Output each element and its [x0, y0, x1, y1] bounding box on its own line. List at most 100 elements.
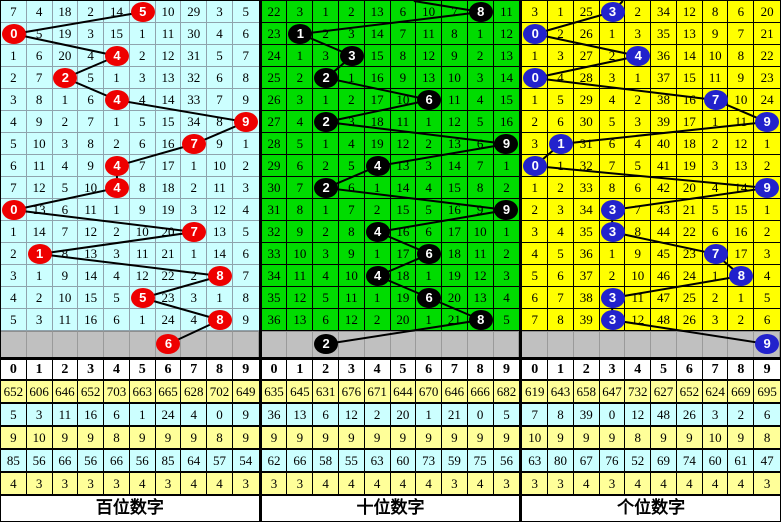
grid-row: 1 3 27 2 36 14 10 8 22 [522, 45, 780, 67]
omission-cell: 11 [338, 287, 365, 309]
stat-cell: 10 [27, 427, 53, 448]
stat-cell: 60 [391, 450, 417, 471]
omission-cell: 7 [728, 23, 755, 45]
stat-cell: 3 [503, 476, 510, 491]
stat-cell: 4 [703, 473, 729, 494]
omission-cell: 36 [261, 309, 288, 331]
omission-cell: 7 [232, 45, 259, 67]
stat-cell: 48 [651, 404, 677, 425]
stat-cell: 9 [391, 427, 417, 448]
drawn-ball: 1 [27, 244, 52, 264]
stat-cell: 3 [78, 473, 105, 494]
omission-cell: 39 [573, 309, 600, 331]
panel-units: 3 1 25 2 34 12 8 6 20 2 26 1 3 35 13 9 7 21 1 3 27 2 36 14 10 8 22… [522, 1, 781, 521]
omission-cell: 10 [702, 45, 729, 67]
omission-cell: 23 [155, 287, 182, 309]
omission-cell: 2 [287, 67, 314, 89]
stat-cell: 631 [313, 381, 339, 402]
omission-cell: 1 [702, 265, 729, 287]
stat-cell: 64 [181, 450, 208, 471]
omission-cell: 4 [548, 221, 574, 243]
omission-cell: 3 [181, 199, 208, 221]
stat-cell: 13 [287, 404, 314, 425]
digit-header-cell: 8 [728, 360, 755, 379]
omission-cell: 8 [287, 199, 314, 221]
stat-cell: 8 [625, 427, 652, 448]
omission-cell: 4 [313, 265, 339, 287]
omission-cell: 32 [261, 221, 288, 243]
stat-cell: 9 [53, 427, 79, 448]
grid-row: 34 11 4 10 18 1 19 12 3 [261, 265, 520, 287]
drawn-ball: 4 [104, 178, 129, 198]
stat-cell: 6 [763, 407, 771, 422]
stat-cell: 695 [757, 384, 777, 399]
stat-cell: 646 [442, 381, 468, 402]
omission-cell: 1 [416, 111, 443, 133]
stat-cell: 8 [548, 404, 574, 425]
drawn-ball: 0 [523, 156, 548, 176]
digit-header-cell: 6 [416, 360, 443, 379]
omission-cell: 9 [78, 155, 105, 177]
pending-cell [467, 331, 494, 357]
omission-cell: 2 [26, 287, 53, 309]
stat-cell: 9 [651, 427, 677, 448]
omission-cell: 13 [287, 309, 314, 331]
stat-cell: 4 [625, 473, 652, 494]
stat-cell: 69 [651, 450, 677, 471]
omission-cell: 3 [599, 67, 626, 89]
omission-cell: 1 [522, 89, 549, 111]
stat-cell: 2 [728, 404, 755, 425]
omission-cell: 35 [651, 23, 677, 45]
omission-cell: 8 [232, 287, 259, 309]
grid-row: 31 8 1 7 2 15 5 16 9 [261, 199, 520, 221]
grid-row: 27 4 3 18 11 1 12 5 16 [261, 111, 520, 133]
omission-cell: 4 [1, 287, 27, 309]
omission-cell: 37 [573, 265, 600, 287]
omission-cell: 31 [181, 45, 208, 67]
omission-cell: 19 [442, 265, 468, 287]
omission-cell: 22 [754, 45, 780, 67]
stat-cell: 20 [391, 404, 417, 425]
grid-row: 1 32 7 5 41 19 3 13 2 [522, 155, 780, 177]
omission-cell: 1 [287, 45, 314, 67]
omission-cell: 17 [155, 155, 182, 177]
drawn-ball: 9 [494, 134, 519, 154]
omission-cell: 17 [390, 243, 417, 265]
drawn-ball: 5 [130, 2, 155, 22]
pending-cell [625, 331, 652, 357]
stat-cell: 3 [442, 473, 468, 494]
stat-cell: 39 [574, 404, 600, 425]
digit-header-cell: 4 [365, 360, 391, 379]
omission-cell: 18 [155, 177, 182, 199]
omission-cell: 9 [287, 221, 314, 243]
drawn-ball: 4 [104, 156, 129, 176]
pending-cell [651, 331, 677, 357]
omission-cell: 6 [52, 199, 79, 221]
grid-row: 4 28 3 1 37 15 11 9 23 [522, 67, 780, 89]
omission-cell: 2 [467, 45, 494, 67]
omission-cell: 5 [129, 111, 156, 133]
omission-cell: 2 [338, 89, 365, 111]
pending-cell [573, 331, 600, 357]
digit-header-cell: 7 [181, 360, 208, 379]
omission-cell: 35 [261, 287, 288, 309]
omission-cell: 4 [493, 287, 520, 309]
panel-title-hundreds: 百位数字 [1, 496, 259, 521]
stat-cell: 9 [600, 427, 626, 448]
omission-cell: 5 [625, 155, 652, 177]
omission-cell: 3 [702, 155, 729, 177]
digit-header-cell: 3 [600, 360, 626, 379]
omission-cell: 10 [129, 221, 156, 243]
omission-cell: 11 [129, 243, 156, 265]
stat-cell: 56 [78, 450, 105, 471]
pending-cell [232, 331, 259, 357]
drawn-ball: 8 [468, 310, 493, 330]
omission-cell: 12 [155, 45, 182, 67]
grid-row: 7 12 5 10 8 18 2 11 3 [1, 177, 259, 199]
digit-header-cell: 1 [287, 360, 314, 379]
pending-row [1, 331, 259, 357]
stat-cell: 624 [703, 381, 729, 402]
panel-tens: 22 3 1 2 13 6 10 7 11 23 2 3 14 7 11 8 1 12 24 1 3 15 8 12 9 2 13 2… [261, 1, 520, 521]
